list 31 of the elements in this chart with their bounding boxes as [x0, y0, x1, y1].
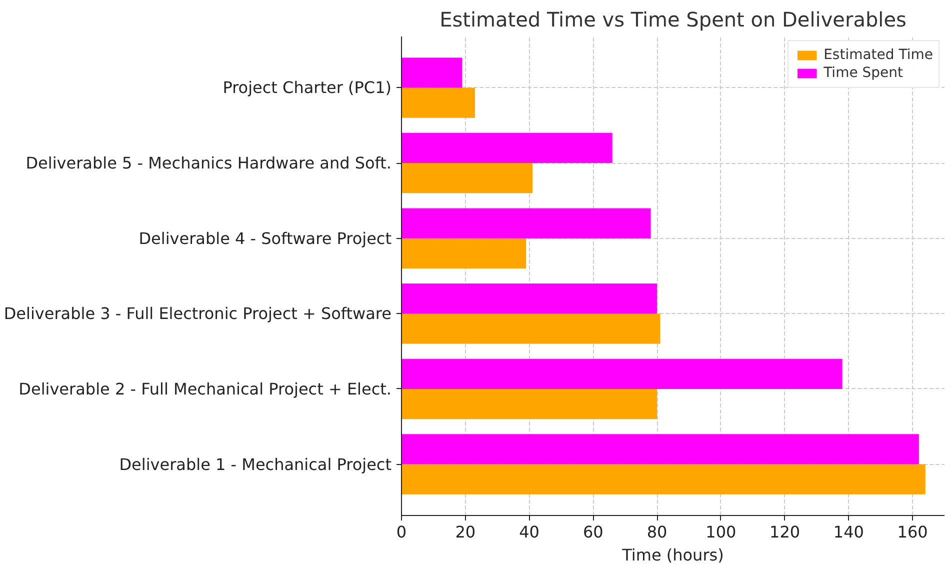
bar — [402, 464, 926, 494]
bar — [402, 388, 658, 420]
x-tick-label: 20 — [455, 522, 476, 542]
bar — [402, 238, 526, 268]
x-tick-label: 60 — [582, 522, 604, 542]
bar — [402, 434, 919, 464]
bar — [402, 284, 658, 314]
y-tick-label: Deliverable 3 - Full Electronic Project + Software — [4, 304, 392, 324]
x-tick-label: 100 — [706, 522, 736, 542]
bar — [402, 88, 475, 118]
legend-label: Estimated Time — [824, 47, 933, 63]
legend-label: Time Spent — [824, 65, 904, 81]
bar — [402, 58, 462, 88]
x-axis-title: Time (hours) — [621, 546, 724, 564]
x-tick-label: 120 — [770, 522, 800, 542]
x-tick-label: 0 — [396, 522, 407, 542]
bar — [402, 358, 842, 389]
bar — [402, 132, 612, 164]
bar — [402, 163, 532, 194]
x-tick-label: 160 — [897, 522, 928, 542]
x-tick-label: 40 — [519, 522, 540, 542]
y-tick-label: Deliverable 4 - Software Project — [138, 228, 392, 248]
y-tick-label: Project Charter (PC1) — [222, 78, 392, 98]
x-tick-label: 140 — [833, 522, 864, 542]
bar — [402, 314, 660, 344]
y-tick-label: Deliverable 2 - Full Mechanical Project + Elect. — [18, 379, 392, 398]
y-tick-label: Deliverable 5 - Mechanics Hardware and Soft. — [26, 154, 392, 173]
y-tick-label: Deliverable 1 - Mechanical Project — [119, 454, 392, 474]
chart-title: Estimated Time vs Time Spent on Deliverables — [440, 8, 906, 32]
x-tick-label: 80 — [646, 522, 668, 542]
bar — [402, 208, 651, 238]
